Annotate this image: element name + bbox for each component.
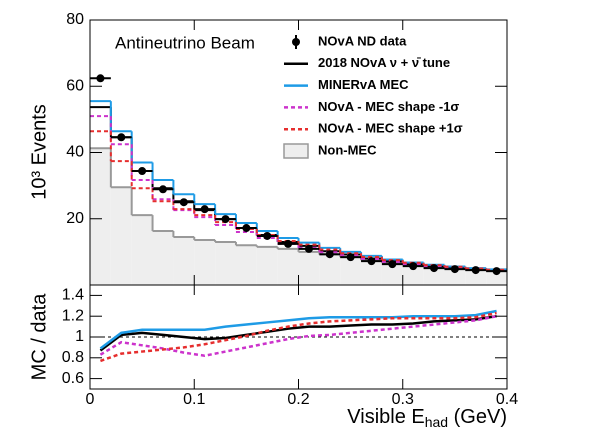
data-point — [263, 231, 272, 240]
data-point — [430, 264, 439, 273]
legend-label: Non-MEC — [318, 142, 377, 157]
legend-label: NOvA ND data — [318, 33, 407, 48]
hist-fill — [319, 254, 341, 285]
x-tick-label: 0.4 — [496, 391, 518, 408]
hist-fill — [340, 257, 362, 285]
legend-marker — [292, 38, 300, 46]
data-point — [492, 267, 501, 276]
hist-fill — [215, 241, 236, 285]
data-point — [409, 262, 418, 271]
hist-fill — [423, 267, 445, 285]
x-tick-label: 0.1 — [183, 391, 205, 408]
x-tick-label: 0.3 — [392, 391, 414, 408]
data-point — [117, 133, 126, 142]
hist-fill — [173, 236, 195, 285]
data-point — [221, 215, 230, 224]
hist-fill — [277, 248, 299, 285]
annotation: Antineutrino Beam — [115, 33, 255, 52]
hist-fill — [361, 260, 382, 285]
hist-fill — [298, 251, 320, 285]
data-point — [450, 265, 459, 274]
legend-label: NOvA - MEC shape -1σ — [318, 99, 459, 114]
ratio-line — [99, 309, 497, 350]
hist-fill — [381, 262, 403, 285]
hist-fill — [465, 269, 487, 285]
y-tick-label: 1.2 — [62, 307, 84, 324]
data-point — [242, 224, 251, 233]
data-point — [158, 185, 167, 194]
legend-marker — [283, 143, 309, 159]
hist-fill — [235, 245, 257, 285]
hist-fill — [131, 215, 153, 285]
y-tick-label: 80 — [66, 11, 84, 28]
hist-fill — [110, 187, 132, 285]
data-point — [200, 205, 209, 214]
data-point — [367, 257, 376, 266]
y-tick-label: 1 — [75, 328, 84, 345]
x-label-sub: had — [425, 414, 448, 430]
legend-label: 2018 NOvA ν + ν̄ tune — [318, 55, 450, 70]
hist-fill — [90, 148, 111, 285]
data-point — [325, 250, 334, 259]
hist-fill — [486, 271, 507, 285]
y-axis-label: 10³ Events — [28, 104, 50, 200]
hist-fill — [402, 265, 424, 285]
ratio-line — [99, 314, 497, 357]
y-axis-label: MC / data — [28, 293, 50, 381]
y-tick-label: 60 — [66, 77, 84, 94]
data-point — [138, 167, 147, 176]
legend-label: NOvA - MEC shape +1σ — [318, 121, 463, 136]
legend-label: MINERvA MEC — [318, 77, 409, 92]
y-tick-label: 20 — [66, 210, 84, 227]
data-point — [284, 239, 293, 248]
data-point — [346, 253, 355, 262]
x-tick-label: 0 — [86, 391, 95, 408]
y-tick-label: 1.4 — [62, 287, 84, 304]
x-label-unit: (GeV) — [448, 406, 507, 428]
data-point — [179, 198, 188, 207]
hist-fill — [256, 246, 278, 285]
x-tick-label: 0.2 — [287, 391, 309, 408]
x-label-main: Visible E — [347, 406, 424, 428]
hist-fill — [194, 239, 216, 285]
y-tick-label: 0.6 — [62, 370, 84, 387]
hist-fill — [152, 231, 174, 285]
ratio-line — [99, 314, 497, 352]
y-tick-label: 0.8 — [62, 349, 84, 366]
hist-fill — [444, 268, 466, 285]
y-tick-label: 40 — [66, 144, 84, 161]
data-point — [388, 260, 397, 269]
data-point — [96, 74, 105, 83]
data-point — [304, 244, 313, 253]
x-axis-label: Visible Ehad (GeV) — [347, 406, 507, 429]
data-point — [471, 266, 480, 275]
